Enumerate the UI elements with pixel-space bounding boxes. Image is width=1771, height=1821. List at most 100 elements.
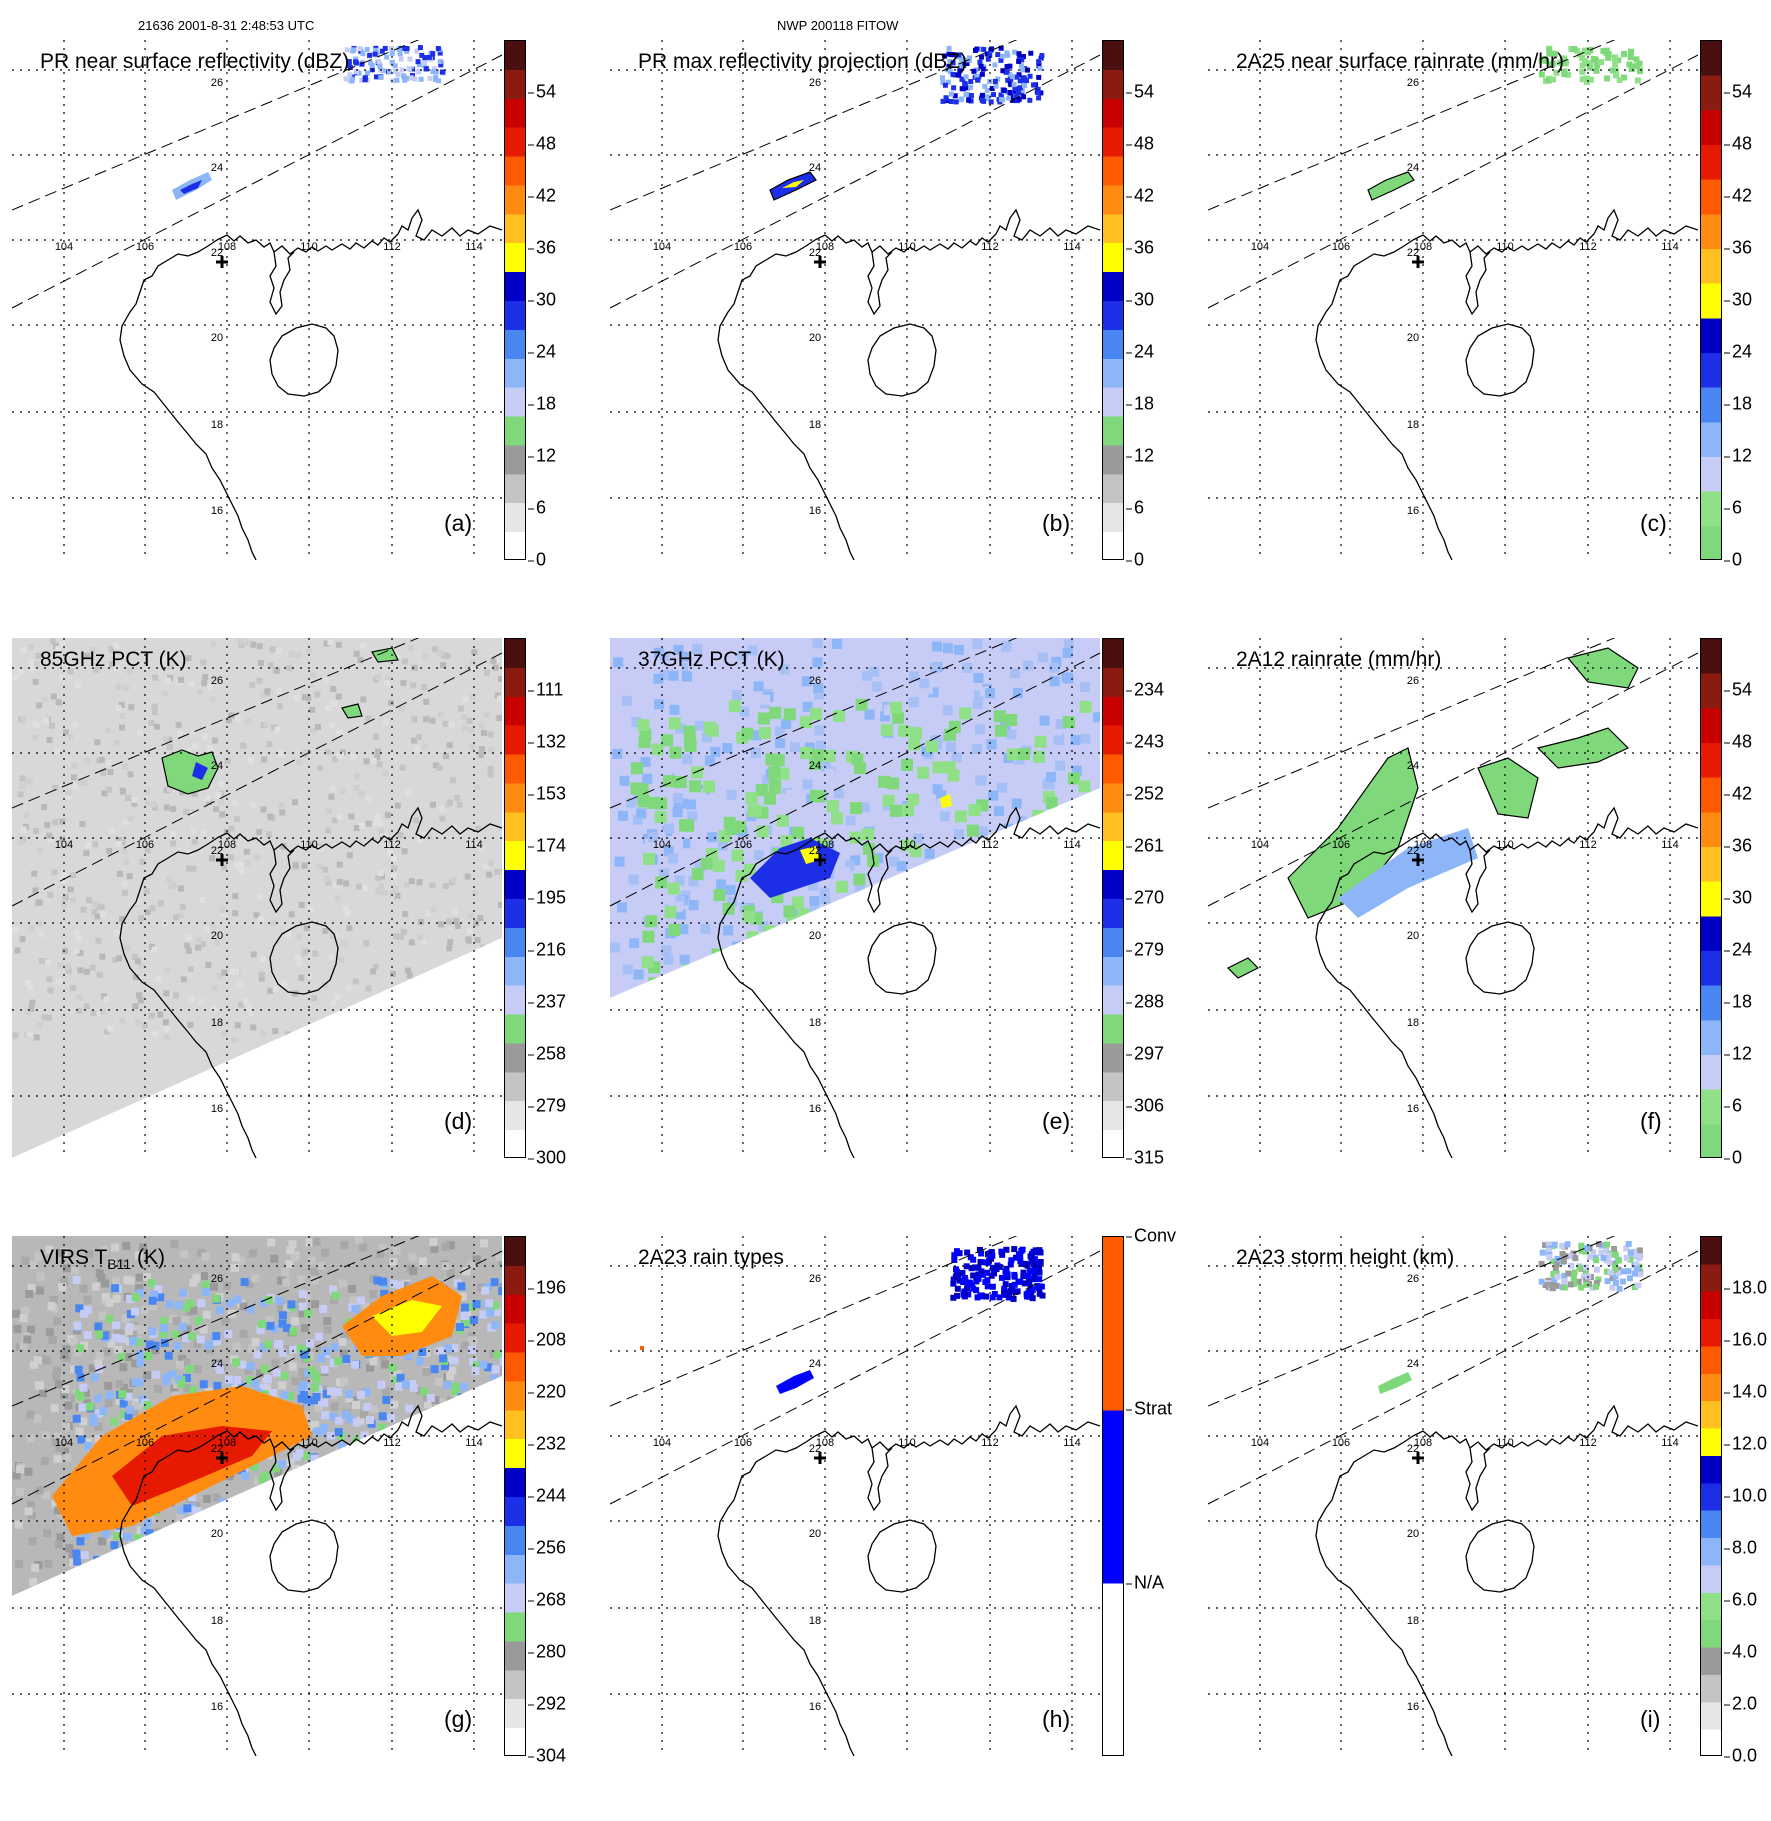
colorbar-tick-label: 258 <box>536 1044 566 1065</box>
colorbar-tick-label: 232 <box>536 1434 566 1455</box>
panel-e-title: 37GHz PCT (K) <box>638 648 785 672</box>
colorbar-tick-label: 30 <box>1732 888 1752 909</box>
colorbar-tick-label: 18.0 <box>1732 1278 1767 1299</box>
colorbar-tick-label: 0 <box>1134 550 1144 571</box>
colorbar-tick-label: 0 <box>1732 550 1742 571</box>
lon-label: 106 <box>1332 839 1350 851</box>
colorbar-tick-label: 16.0 <box>1732 1330 1767 1351</box>
lat-label: 24 <box>809 1358 821 1370</box>
lat-label: 26 <box>1407 77 1419 89</box>
lat-label: 26 <box>809 1273 821 1285</box>
panel-f-title: 2A12 rainrate (mm/hr) <box>1236 648 1441 672</box>
lon-label: 114 <box>1661 241 1679 253</box>
colorbar-tick-label: 8.0 <box>1732 1538 1757 1559</box>
colorbar-tick-label: 252 <box>1134 784 1164 805</box>
storm-id-label: NWP 200118 FITOW <box>777 18 898 33</box>
colorbar-tick-label: 304 <box>536 1746 566 1767</box>
colorbar-tick-label: 132 <box>536 732 566 753</box>
lat-label: 18 <box>211 1017 223 1029</box>
panel-h-title: 2A23 rain types <box>638 1246 784 1270</box>
lat-label: 26 <box>809 77 821 89</box>
colorbar-tick-label: 279 <box>1134 940 1164 961</box>
colorbar-tick-label: 220 <box>536 1382 566 1403</box>
lon-label: 112 <box>1579 241 1597 253</box>
lon-label: 112 <box>1579 1437 1597 1449</box>
colorbar-tick-label: 24 <box>1732 342 1752 363</box>
panel-e-label: (e) <box>1042 1108 1070 1135</box>
colorbar-tick-label: 216 <box>536 940 566 961</box>
panel-c-colorbar <box>1700 40 1722 560</box>
lon-label: 112 <box>981 839 999 851</box>
lat-label: 16 <box>809 1701 821 1713</box>
panel-a-title: PR near surface reflectivity (dBZ) <box>40 50 349 74</box>
lat-label: 26 <box>211 77 223 89</box>
lon-label: 114 <box>1661 839 1679 851</box>
colorbar-tick-label: 306 <box>1134 1096 1164 1117</box>
lat-label: 24 <box>1407 760 1419 772</box>
colorbar-tick-label: 2.0 <box>1732 1694 1757 1715</box>
lat-label: 18 <box>1407 1615 1419 1627</box>
lon-label: 104 <box>55 839 73 851</box>
colorbar-tick-label: 48 <box>536 134 556 155</box>
colorbar-tick-label: 36 <box>536 238 556 259</box>
lon-label: 110 <box>300 839 318 851</box>
colorbar-tick-label: 174 <box>536 836 566 857</box>
lat-label: 22 <box>1407 247 1419 259</box>
colorbar-tick-label: 30 <box>1134 290 1154 311</box>
lon-label: 112 <box>383 1437 401 1449</box>
colorbar-tick-label: 18 <box>536 394 556 415</box>
panel-f-colorbar <box>1700 638 1722 1158</box>
lon-label: 114 <box>465 839 483 851</box>
lat-label: 20 <box>809 332 821 344</box>
colorbar-tick-label: 48 <box>1732 732 1752 753</box>
colorbar-tick-label: 6 <box>1732 498 1742 519</box>
colorbar-tick-label: N/A <box>1134 1573 1164 1594</box>
colorbar-tick-label: 14.0 <box>1732 1382 1767 1403</box>
lon-label: 104 <box>1251 839 1269 851</box>
lat-label: 20 <box>1407 332 1419 344</box>
lat-label: 18 <box>809 419 821 431</box>
colorbar-tick-label: 42 <box>1732 784 1752 805</box>
lat-label: 22 <box>1407 845 1419 857</box>
lon-label: 104 <box>55 241 73 253</box>
panel-g-title: VIRS TB11 (K) <box>40 1246 165 1272</box>
colorbar-tick-label: 153 <box>536 784 566 805</box>
panel-g-label: (g) <box>444 1706 472 1733</box>
colorbar-tick-label: 48 <box>1732 134 1752 155</box>
colorbar-tick-label: 6.0 <box>1732 1590 1757 1611</box>
colorbar-tick-label: 111 <box>536 680 563 701</box>
colorbar-tick-label: 256 <box>536 1538 566 1559</box>
colorbar-tick-label: 315 <box>1134 1148 1164 1169</box>
colorbar-tick-label: 292 <box>536 1694 566 1715</box>
lon-label: 114 <box>1063 1437 1081 1449</box>
panel-d-label: (d) <box>444 1108 472 1135</box>
lat-label: 26 <box>1407 1273 1419 1285</box>
colorbar-tick-label: 0 <box>1732 1148 1742 1169</box>
panel-g-colorbar <box>504 1236 526 1756</box>
panel-i-label: (i) <box>1640 1706 1660 1733</box>
lat-label: 24 <box>809 760 821 772</box>
orbit-time-label: 21636 2001-8-31 2:48:53 UTC <box>138 18 314 33</box>
lat-label: 22 <box>809 247 821 259</box>
lon-label: 104 <box>1251 241 1269 253</box>
colorbar-tick-label: 18 <box>1134 394 1154 415</box>
lat-label: 24 <box>211 1358 223 1370</box>
lon-label: 104 <box>1251 1437 1269 1449</box>
colorbar-tick-label: 54 <box>536 82 556 103</box>
lon-label: 114 <box>465 241 483 253</box>
lon-label: 114 <box>1063 839 1081 851</box>
lon-label: 112 <box>383 241 401 253</box>
lon-label: 110 <box>1496 241 1514 253</box>
colorbar-tick-label: 237 <box>536 992 566 1013</box>
